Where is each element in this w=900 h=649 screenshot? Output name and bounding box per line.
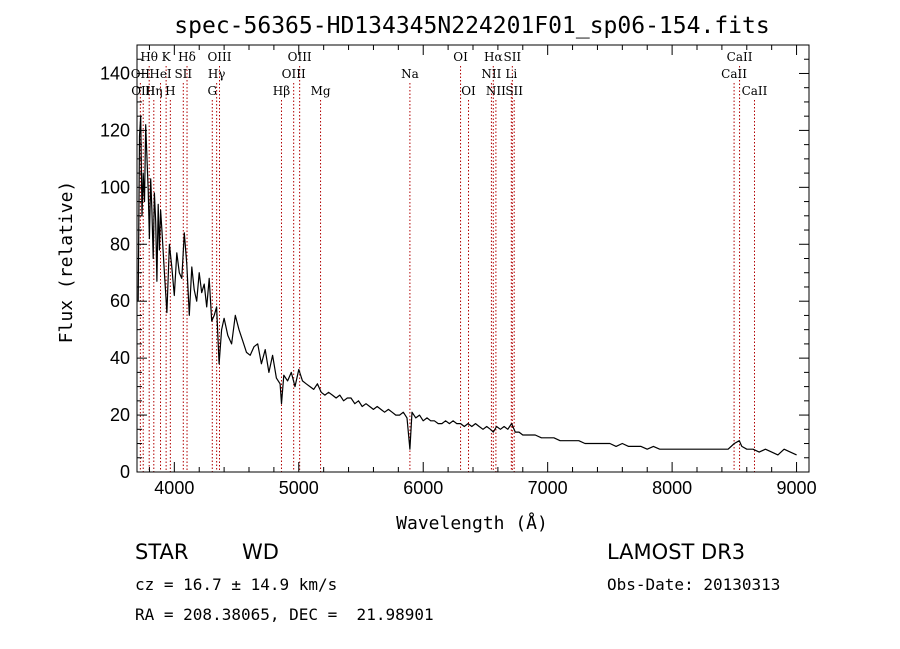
spectral-line-label-7: SII (503, 50, 521, 64)
y-tick-label-100: 100 (100, 177, 130, 197)
y-tick-label-120: 120 (100, 120, 130, 140)
x-tick-label-4000: 4000 (154, 478, 194, 498)
y-tick-label-60: 60 (110, 291, 130, 311)
axes: 4000 5000 6000 7000 8000 9000 0 20 40 60 80 100 120 1… (100, 44, 817, 498)
spectral-line-label-24: OI (461, 84, 476, 98)
spectral-line-label-4: OIII (288, 50, 312, 64)
x-tick-label-9000: 9000 (777, 478, 817, 498)
spectral-line-label-22: Hβ (273, 84, 290, 98)
spectral-line-label-1: K (162, 50, 172, 64)
spectral-line-label-11: SII (174, 67, 192, 81)
x-tick-label-7000: 7000 (528, 478, 568, 498)
spectral-line-label-15: NII (481, 67, 501, 81)
plot-area (137, 115, 797, 456)
spectral-line-label-16: Li (505, 67, 517, 81)
flux-series-line (137, 115, 797, 456)
spectral-line-label-3: OIII (207, 50, 231, 64)
y-axis-label: Flux (relative) (56, 181, 77, 344)
redshift-readout: cz = 16.7 ± 14.9 km/s (135, 575, 338, 594)
spectral-line-label-8: CaII (727, 50, 753, 64)
plot-frame (136, 44, 810, 473)
y-tick-label-20: 20 (110, 405, 130, 425)
observation-date: Obs-Date: 20130313 (607, 575, 781, 594)
spectral-line-label-17: CaII (721, 67, 747, 81)
spectral-line-label-14: Na (401, 67, 419, 81)
x-axis-label: Wavelength (Å) (396, 512, 548, 534)
spectral-line-label-6: Hα (484, 50, 503, 64)
spectral-line-label-20: H (165, 84, 175, 98)
spectral-line-label-12: Hγ (208, 67, 226, 81)
spectral-line-label-5: OI (453, 50, 468, 64)
x-tick-label-6000: 6000 (403, 478, 443, 498)
y-tick-label-40: 40 (110, 348, 130, 368)
survey-name: LAMOST DR3 (607, 540, 746, 564)
spectral-line-label-13: OIII (282, 67, 306, 81)
spectral-line-label-27: CaII (742, 84, 768, 98)
spectral-line-label-26: SII (505, 84, 523, 98)
y-tick-label-80: 80 (110, 234, 130, 254)
spectral-line-label-10: HeI (149, 67, 172, 81)
y-tick-label-0: 0 (120, 462, 130, 482)
spectral-line-label-21: G (207, 84, 217, 98)
chart-title: spec-56365-HD134345N224201F01_sp06-154.f… (174, 13, 769, 39)
x-tick-label-5000: 5000 (279, 478, 319, 498)
spectral-line-label-19: Hη (145, 84, 163, 98)
x-tick-label-8000: 8000 (652, 478, 692, 498)
spectral-line-label-25: NII (486, 84, 506, 98)
object-class: STAR (135, 540, 189, 564)
spectral-line-label-23: Mg (311, 84, 331, 98)
y-tick-label-140: 140 (100, 63, 130, 83)
object-subclass: WD (242, 540, 279, 564)
spectral-line-label-0: Hθ (140, 50, 158, 64)
coordinates-readout: RA = 208.38065, DEC = 21.98901 (135, 605, 434, 624)
spectral-line-label-9: OII (131, 67, 151, 81)
spectral-line-label-2: Hδ (178, 50, 196, 64)
